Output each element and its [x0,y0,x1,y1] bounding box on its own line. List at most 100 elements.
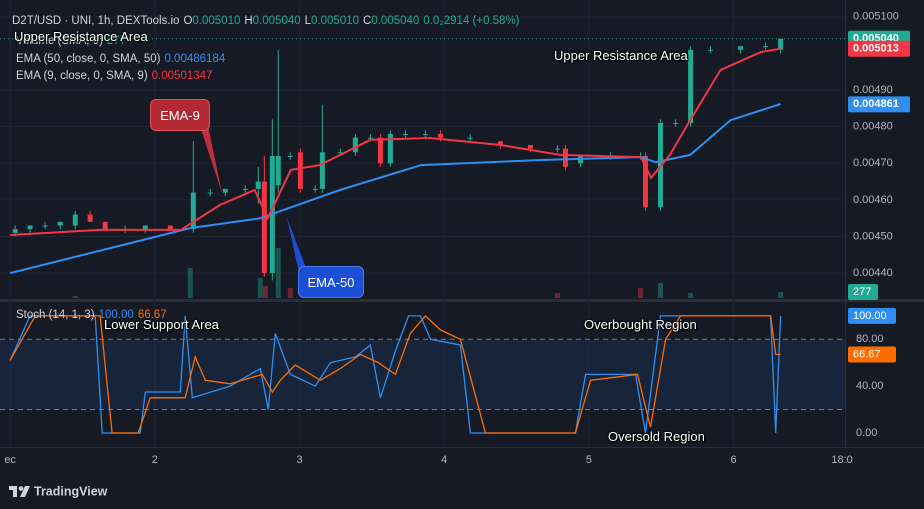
legend-name: Volume (SMA, 9) [16,35,103,47]
stoch-badge-label: 100.00 [853,310,887,322]
annotation: Upper Resistance Area [554,48,688,63]
symbol: D2T/USD · UNI, 1h, DEXTools.io [12,15,180,27]
candle-body [297,152,303,189]
candle-body [42,225,48,227]
y-tick-label: 80.00 [856,333,884,345]
candle-body [142,225,148,230]
volume-bar [275,248,281,298]
price-badge-label: 0.004861 [853,98,899,110]
grid [0,0,845,447]
candle-body [708,49,714,51]
x-tick-label: 4 [441,454,447,466]
legend-name: Stoch (14, 1, 3) [16,309,95,321]
volume-bar [554,293,560,298]
x-tick-label: ec [4,454,16,466]
y-tick-label: 40.00 [856,380,884,392]
candle-body [402,133,408,135]
volume-bar [257,278,263,298]
annotation: Oversold Region [608,429,705,444]
x-tick-label: 5 [586,454,592,466]
candle-body [377,137,383,164]
axes: 0.005100 0.00490 0.00480 0.00470 0.00460 0.00… [4,11,910,466]
candle-body [562,148,568,167]
o-label: O [183,15,193,27]
volume-bar [262,286,268,298]
candle-body [422,133,428,135]
low: 0.005010 [311,15,360,27]
candle-body [467,137,473,139]
candle-body [673,123,679,125]
stoch-badge [848,346,896,363]
legend-ema9: EMA (9, close, 0, SMA, 9) 0.00501347 [16,70,216,82]
y-tick-label: 0.00480 [853,121,893,133]
y-tick-label: 0.00460 [853,194,893,206]
candle-body [778,38,784,50]
legend-k: 100.00 [98,309,134,321]
legend-volume: Volume (SMA, 9) 277 [16,35,130,47]
candle-body [102,221,108,230]
volume-bar [638,288,644,298]
candle-body [12,229,18,233]
x-tick-label: 6 [731,454,737,466]
volume-bar [287,288,293,298]
candle-body [255,181,261,189]
y-tick-label: 0.00490 [853,84,893,96]
volume-bar [187,268,193,298]
volume-bar [658,283,664,298]
x-tick-label: 18:0 [831,454,852,466]
candle-body [27,225,33,230]
y-tick-label: 0.00440 [853,267,893,279]
ema50-callout: EMA-50 [298,266,364,298]
candle-body [207,192,213,194]
volume-badge [848,283,878,300]
high: 0.005040 [252,15,301,27]
header: D2T/USD · UNI, 1h, DEXTools.io O0.005010 H… [12,15,524,27]
candle-body [287,155,293,157]
candle-body [87,214,93,222]
candle-body [352,137,358,153]
stoch-band [0,339,845,410]
price-badge [848,96,910,113]
h-label: H [244,15,253,27]
annotation: Overbought Region [584,317,697,332]
open: 0.005010 [192,15,241,27]
legend-value: 277 [106,35,127,47]
candle-body [222,188,228,193]
close: 0.005040 [371,15,420,27]
y-tick-label: 0.00450 [853,230,893,242]
volume-bar [688,293,694,298]
change: 0.0₂2914 (+0.58%) [423,15,520,27]
legend-name: EMA (9, close, 0, SMA, 9) [16,70,148,82]
annotation: Lower Support Area [104,317,219,332]
price-badge [848,40,910,57]
c-label: C [363,15,372,27]
candle-body [261,181,267,274]
legend-value: 0.00501347 [151,70,213,82]
annotation: Upper Resistance Area [14,29,148,44]
price-badge-label: 0.005013 [853,43,899,55]
stoch-badge [848,307,896,324]
stoch [0,314,845,434]
ema-line [10,47,781,236]
candle-body [337,152,343,154]
volume-bar [778,291,784,298]
candle-body [319,152,325,189]
candle-body [367,137,373,139]
candle-body [312,188,318,190]
volume-badge-label: 277 [853,286,871,298]
stoch-badge-label: 66.67 [853,348,881,360]
candle-body [527,144,533,149]
candle-body [497,141,503,145]
stoch-line [9,315,782,434]
candle-body [190,192,196,230]
candle-body [437,133,443,138]
l-label: L [304,15,312,27]
candle-body [275,155,281,186]
stoch-line [9,314,781,434]
x-tick-label: 2 [152,454,158,466]
brand: TradingView [34,484,108,498]
candle-body [72,214,78,226]
candle-body [57,221,63,226]
